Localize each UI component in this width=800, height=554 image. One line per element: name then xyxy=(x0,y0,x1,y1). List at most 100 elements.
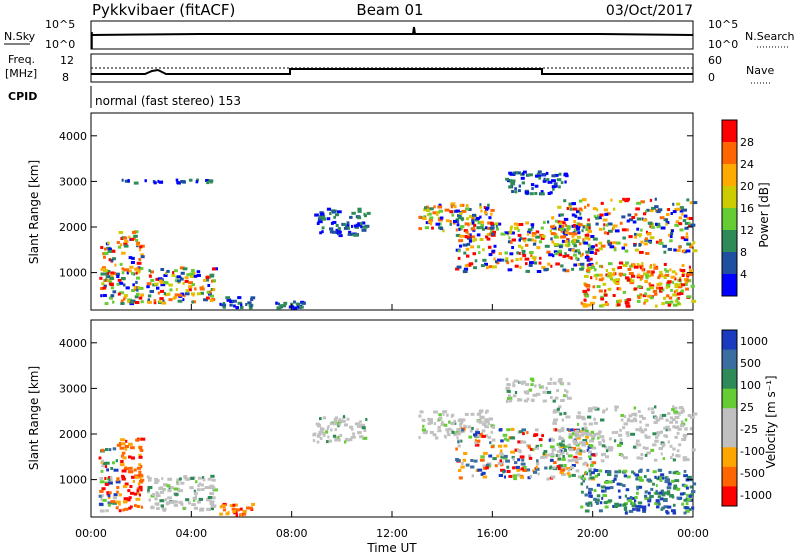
heat-cell-velocity-1024 xyxy=(645,423,649,427)
freq-label-line2: [MHz] xyxy=(5,67,37,80)
heat-cell-velocity-121 xyxy=(140,437,146,441)
heat-cell-power-134 xyxy=(119,243,123,247)
heat-cell-power-1028 xyxy=(564,243,568,247)
heat-cell-power-1219 xyxy=(638,264,644,268)
heat-cell-velocity-859 xyxy=(619,438,623,442)
heat-cell-velocity-588 xyxy=(485,466,489,470)
heat-cell-velocity-445 xyxy=(479,415,485,419)
heat-cell-power-150 xyxy=(206,278,210,282)
heat-cell-velocity-1013 xyxy=(595,432,601,436)
heat-cell-power-372 xyxy=(355,223,361,227)
heat-cell-power-388 xyxy=(329,227,334,231)
heat-cell-power-758 xyxy=(489,232,492,236)
heat-cell-power-1134 xyxy=(626,298,632,302)
heat-cell-power-199 xyxy=(157,291,161,295)
heat-cell-velocity-22 xyxy=(110,500,116,504)
heat-cell-velocity-330 xyxy=(335,421,340,425)
heat-cell-velocity-1284 xyxy=(684,506,690,510)
heat-cell-velocity-234 xyxy=(163,483,167,487)
heat-cell-power-123 xyxy=(125,268,130,272)
heat-cell-velocity-402 xyxy=(418,414,422,418)
heat-cell-power-542 xyxy=(488,265,493,269)
y-tick-label-1-1: 2000 xyxy=(59,428,87,441)
heat-cell-power-999 xyxy=(599,213,604,217)
heat-cell-power-1256 xyxy=(617,303,621,307)
heat-cell-power-762 xyxy=(528,251,534,254)
heat-cell-power-1119 xyxy=(688,279,692,283)
heat-cell-velocity-1128 xyxy=(588,494,593,498)
heat-cell-power-891 xyxy=(639,250,644,254)
heat-cell-velocity-326 xyxy=(319,429,324,432)
heat-cell-power-759 xyxy=(467,223,470,227)
heat-cell-velocity-1054 xyxy=(631,496,635,500)
heat-cell-power-750 xyxy=(519,257,523,261)
heat-cell-power-1258 xyxy=(584,274,589,278)
heat-cell-power-240 xyxy=(150,279,155,282)
heat-cell-velocity-350 xyxy=(319,436,323,440)
heat-cell-velocity-910 xyxy=(633,406,637,410)
heat-cell-power-267 xyxy=(233,304,236,308)
heat-cell-power-597 xyxy=(472,252,476,256)
heat-cell-power-1255 xyxy=(604,302,609,306)
heat-cell-power-953 xyxy=(621,215,626,219)
heat-cell-velocity-207 xyxy=(154,481,159,484)
heat-cell-power-532 xyxy=(525,221,530,225)
heat-cell-power-594 xyxy=(485,235,489,239)
heat-cell-velocity-447 xyxy=(451,430,455,434)
heat-cell-power-364 xyxy=(346,226,350,230)
heat-cell-velocity-233 xyxy=(152,493,156,496)
heat-cell-power-1091 xyxy=(587,203,590,207)
heat-cell-power-949 xyxy=(603,208,609,212)
heat-cell-power-1104 xyxy=(674,277,677,281)
heat-cell-power-1330 xyxy=(641,268,645,272)
heat-cell-power-640 xyxy=(531,232,537,235)
heat-cell-power-164 xyxy=(203,298,208,302)
heat-cell-velocity-877 xyxy=(565,415,571,419)
heat-cell-velocity-396 xyxy=(467,425,471,429)
heat-cell-velocity-1133 xyxy=(581,490,584,494)
heat-cell-velocity-272 xyxy=(231,507,236,511)
heat-cell-velocity-783 xyxy=(507,394,511,398)
heat-cell-power-447 xyxy=(487,203,490,207)
heat-cell-power-1307 xyxy=(584,298,587,302)
heat-cell-power-390 xyxy=(343,226,348,230)
heat-cell-power-738 xyxy=(496,261,500,265)
heat-cell-power-494 xyxy=(472,213,477,217)
heat-cell-velocity-468 xyxy=(561,473,566,476)
heat-cell-power-97 xyxy=(116,282,120,286)
heat-cell-velocity-52 xyxy=(100,497,103,501)
heat-cell-velocity-1269 xyxy=(664,476,668,480)
heat-cell-power-470 xyxy=(471,219,475,223)
heat-cell-velocity-1030 xyxy=(689,427,693,431)
heat-cell-velocity-787 xyxy=(513,379,519,383)
heat-cell-power-441 xyxy=(438,209,444,213)
heat-cell-velocity-1043 xyxy=(671,453,674,457)
heat-cell-velocity-1210 xyxy=(588,487,593,491)
heat-cell-velocity-1119 xyxy=(628,509,634,513)
heat-cell-velocity-521 xyxy=(503,475,506,479)
heat-cell-power-914 xyxy=(624,199,629,203)
heat-cell-velocity-296 xyxy=(318,431,322,434)
heat-cell-power-70 xyxy=(136,270,141,274)
heat-cell-velocity-423 xyxy=(481,429,486,433)
heat-cell-velocity-245 xyxy=(199,507,205,511)
heat-cell-velocity-49 xyxy=(115,500,121,504)
heat-cell-velocity-737 xyxy=(507,397,512,400)
heat-cell-power-247 xyxy=(189,275,194,278)
colorbar-cell-velocity-3 xyxy=(722,388,737,409)
heat-cell-velocity-235 xyxy=(207,496,213,499)
heat-cell-velocity-190 xyxy=(196,500,201,504)
heat-cell-velocity-90 xyxy=(120,438,125,442)
heat-cell-power-908 xyxy=(573,239,576,243)
heat-cell-power-1293 xyxy=(639,266,642,270)
heat-cell-velocity-501 xyxy=(460,465,465,469)
velocity-y-label: Slant Range [km] xyxy=(27,366,41,470)
heat-cell-velocity-368 xyxy=(453,433,457,437)
heat-cell-velocity-1141 xyxy=(660,507,664,511)
heat-cell-velocity-1071 xyxy=(691,490,696,494)
heat-cell-velocity-1281 xyxy=(623,474,627,478)
heat-cell-velocity-469 xyxy=(514,461,518,465)
heat-cell-power-1271 xyxy=(670,300,674,304)
heat-cell-power-41 xyxy=(112,257,117,261)
heat-cell-velocity-685 xyxy=(527,445,531,449)
